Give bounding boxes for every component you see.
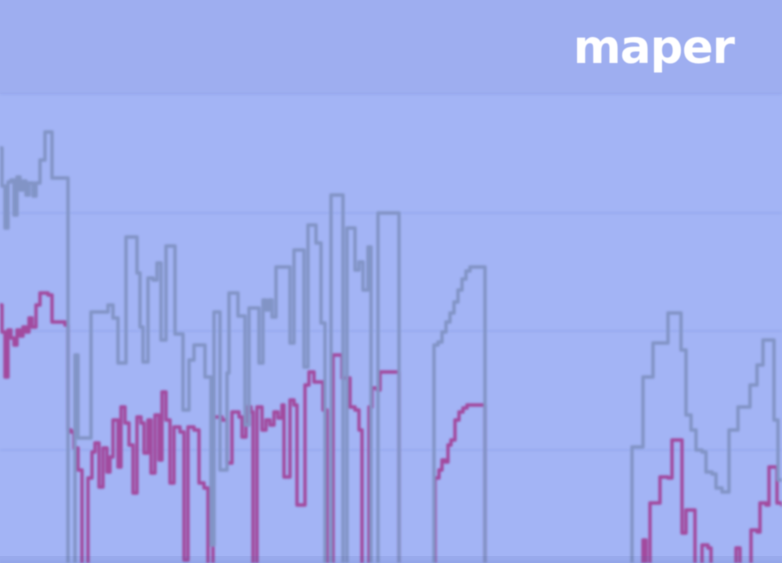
maper-logo: maper [573,20,735,74]
upper-step-series [0,130,782,563]
chart-top-band [0,0,782,94]
chart-bottom-edge [0,556,782,563]
lower-step-series [0,291,782,563]
